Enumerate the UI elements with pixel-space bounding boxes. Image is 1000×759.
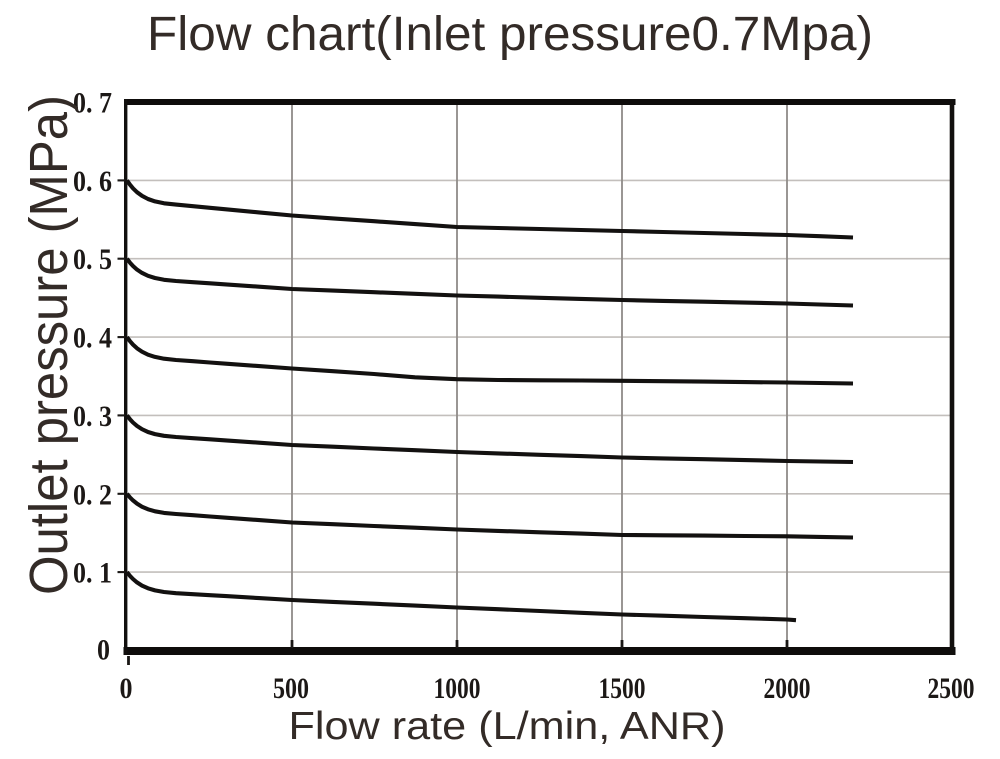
svg-text:0. 1: 0. 1 [73,557,112,590]
svg-text:0: 0 [120,672,133,705]
svg-text:Flow chart(Inlet pressure0.7Mp: Flow chart(Inlet pressure0.7Mpa) [147,8,873,61]
svg-text:0: 0 [97,634,110,667]
svg-text:Flow rate (L/min, ANR): Flow rate (L/min, ANR) [289,705,726,748]
svg-text:0. 6: 0. 6 [73,165,112,198]
svg-text:0. 3: 0. 3 [73,400,112,433]
svg-text:1500: 1500 [599,672,646,705]
svg-text:1000: 1000 [434,672,481,705]
svg-text:0. 4: 0. 4 [73,322,112,355]
svg-text:2000: 2000 [764,672,811,705]
svg-text:500: 500 [273,672,309,705]
svg-text:0. 2: 0. 2 [73,478,112,511]
svg-text:0. 5: 0. 5 [73,243,112,276]
svg-text:Outlet pressure (MPa): Outlet pressure (MPa) [19,95,79,595]
svg-text:2500: 2500 [928,672,975,705]
svg-text:0. 7: 0. 7 [73,87,112,120]
